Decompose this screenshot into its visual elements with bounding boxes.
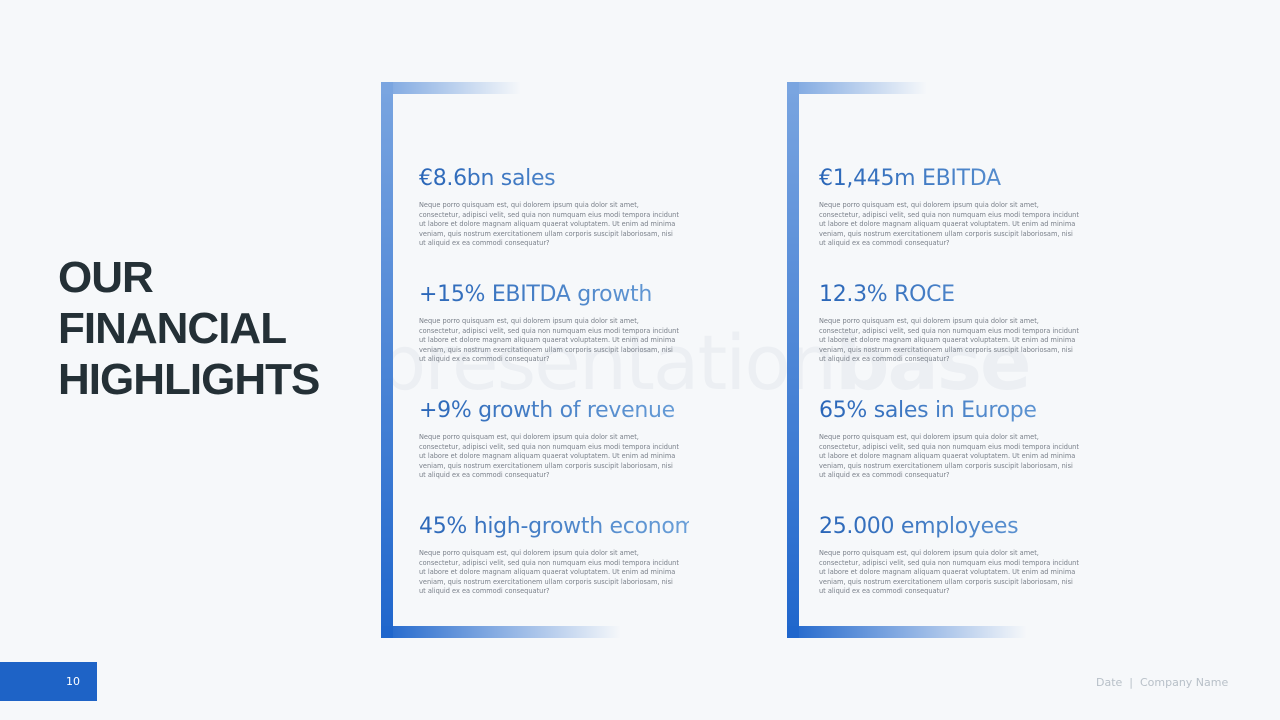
highlight-item: €1,445m EBITDA Neque porro quisquam est, … (819, 166, 1089, 249)
headline: 25.000 employees (819, 514, 1089, 539)
highlight-item: 45% high-growth economies Neque porro qui… (419, 514, 726, 597)
highlight-item: 25.000 employees Neque porro quisquam est… (819, 514, 1089, 597)
highlight-item: +15% EBITDA growth Neque porro quisquam e… (419, 282, 689, 365)
title-line: OUR (58, 253, 154, 302)
body-text: Neque porro quisquam est, qui dolorem ip… (819, 201, 1079, 248)
highlight-item: €8.6bn sales Neque porro quisquam est, qu… (419, 166, 689, 249)
frame-bar (787, 626, 1027, 638)
headline: €1,445m EBITDA (819, 166, 1089, 191)
headline: 45% high-growth economies (419, 514, 726, 539)
body-text: Neque porro quisquam est, qui dolorem ip… (419, 317, 679, 364)
highlight-item: 65% sales in Europe Neque porro quisquam … (819, 398, 1089, 481)
body-text: Neque porro quisquam est, qui dolorem ip… (819, 433, 1079, 480)
body-text: Neque porro quisquam est, qui dolorem ip… (419, 433, 679, 480)
frame-bar (787, 82, 927, 94)
frame-bar (381, 626, 621, 638)
headline: €8.6bn sales (419, 166, 689, 191)
watermark-light: presentation (378, 318, 837, 407)
headline: 65% sales in Europe (819, 398, 1089, 423)
watermark: presentationbase (378, 318, 1032, 407)
page-number: 10 (66, 675, 80, 688)
highlight-item: +9% growth of revenue Neque porro quisqua… (419, 398, 689, 481)
frame-bar (381, 82, 521, 94)
footer: Date | Company Name (1096, 676, 1229, 689)
headline: +15% EBITDA growth (419, 282, 689, 307)
body-text: Neque porro quisquam est, qui dolorem ip… (419, 549, 679, 596)
body-text: Neque porro quisquam est, qui dolorem ip… (819, 317, 1079, 364)
watermark-bold: base (835, 318, 1031, 407)
body-text: Neque porro quisquam est, qui dolorem ip… (419, 201, 679, 248)
highlight-item: 12.3% ROCE Neque porro quisquam est, qui … (819, 282, 1089, 365)
headline: +9% growth of revenue (419, 398, 689, 423)
title-line: HIGHLIGHTS (58, 355, 320, 404)
headline: 12.3% ROCE (819, 282, 1089, 307)
frame-bar (787, 82, 799, 638)
page-box (0, 662, 97, 701)
title-line: FINANCIAL (58, 304, 287, 353)
frame-bar (381, 82, 393, 638)
title: OUR FINANCIAL HIGHLIGHTS (58, 252, 320, 405)
body-text: Neque porro quisquam est, qui dolorem ip… (819, 549, 1079, 596)
